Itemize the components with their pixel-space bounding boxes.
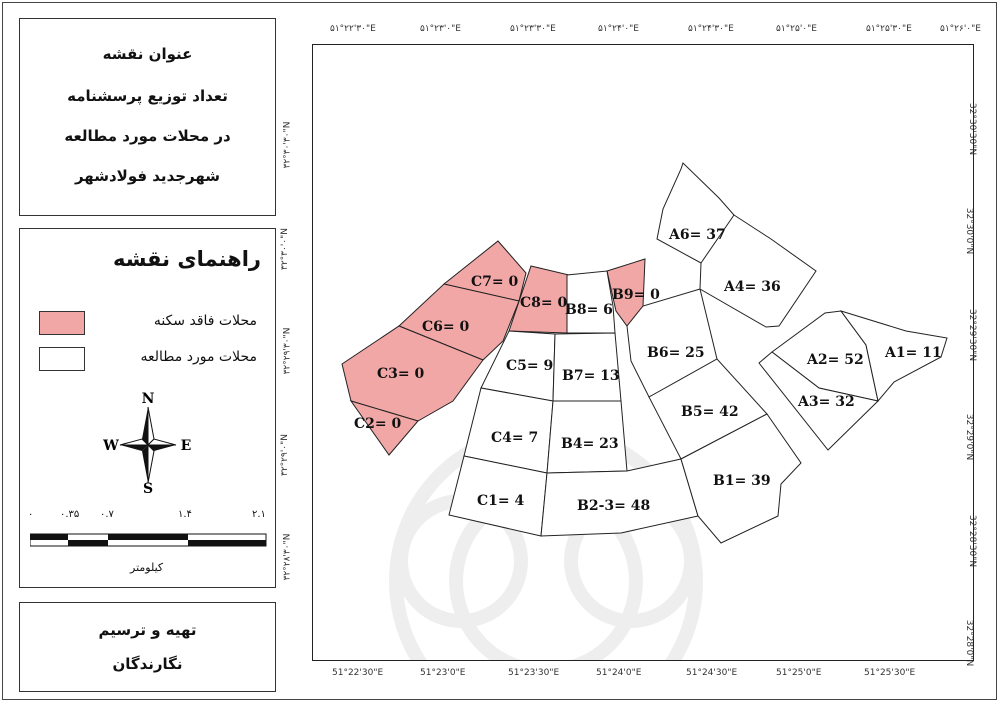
neighborhood-c2 [349, 400, 419, 456]
neighborhood-a1 [839, 310, 948, 403]
map-title-line-2: در محلات مورد مطالعه [64, 127, 231, 145]
south-label: S [143, 481, 153, 494]
neighborhood-b1 [680, 413, 802, 544]
scale-tick-4: ۲.۱ [252, 509, 266, 520]
label-a6: A6= 37 [668, 227, 726, 243]
coord-top-7: ۵۱°۲۶'۰"E [940, 24, 981, 34]
neighborhood-map: C7= 0 C6= 0 C3= 0 C2= 0 C8= 0 B9= 0 B8= … [341, 162, 948, 660]
coord-left-4: ۳۲°۲۸'۳۰"N [282, 533, 293, 581]
legend-title: راهنمای نقشه [112, 247, 261, 271]
coord-bottom-2: 51°23'30"E [508, 668, 560, 678]
scale-unit-label: کیلومتر [130, 561, 164, 574]
credit-line-1: تهیه و ترسیم [98, 621, 197, 639]
coord-left-0: ۳۲°۳۰'۳۰"N [282, 121, 293, 169]
label-c5: C5= 9 [506, 358, 553, 374]
coord-top-2: ۵۱°۲۳'۳۰"E [510, 24, 556, 34]
label-a4: A4= 36 [723, 279, 781, 295]
label-b6: B6= 25 [647, 345, 705, 361]
scale-tick-2: ۰.۷ [100, 509, 114, 520]
label-c1: C1= 4 [477, 493, 524, 509]
north-label: N [142, 391, 155, 407]
label-c2: C2= 0 [354, 416, 401, 432]
label-b9: B9= 0 [612, 287, 660, 303]
coord-bottom-1: 51°23'0"E [420, 668, 466, 678]
label-c6: C6= 0 [422, 319, 469, 335]
coord-bottom-5: 51°25'0"E [776, 668, 822, 678]
coord-top-5: ۵۱°۲۵'۰"E [776, 24, 817, 34]
label-a2: A2= 52 [806, 352, 864, 368]
coord-left-3: ۳۲°۲۹'۰"N [280, 433, 291, 477]
map-title-box: عنوان نقشه تعداد توزیع پرسشنامه در محلات… [19, 18, 276, 216]
coord-left-1: ۳۲°۳۰'۰"N [280, 227, 291, 271]
legend-swatch-studied [39, 347, 85, 371]
coord-bottom-6: 51°25'30"E [864, 668, 916, 678]
map-title-line-3: شهرجدید فولادشهر [74, 167, 221, 185]
label-a1: A1= 11 [884, 345, 942, 361]
coord-top-6: ۵۱°۲۵'۳۰"E [866, 24, 912, 34]
neighborhood-a3 [758, 351, 880, 451]
coord-top-0: ۵۱°۲۲'۳۰"E [330, 24, 376, 34]
label-b4: B4= 23 [561, 436, 619, 452]
coord-top-1: ۵۱°۲۳'۰"E [420, 24, 461, 34]
legend-label-studied: محلات مورد مطالعه [140, 349, 257, 365]
scale-bar [30, 533, 267, 547]
legend-swatch-uninhabited [39, 311, 85, 335]
scale-tick-0: ۰ [28, 509, 34, 520]
label-b1: B1= 39 [713, 473, 771, 489]
label-a3: A3= 32 [797, 394, 855, 410]
coord-top-4: ۵۱°۲۴'۳۰"E [688, 24, 734, 34]
neighborhood-b7 [552, 332, 622, 402]
map-title-line-1: تعداد توزیع پرسشنامه [67, 87, 228, 105]
east-label: E [181, 438, 192, 454]
label-c8: C8= 0 [520, 295, 567, 311]
coord-left-2: ۳۲°۲۹'۳۰"N [282, 327, 293, 375]
credit-box: تهیه و ترسیم نگارندگان [19, 602, 276, 692]
label-b8: B8= 6 [565, 302, 613, 318]
scale-tick-3: ۱.۴ [178, 509, 192, 520]
scale-tick-1: ۰.۳۵ [60, 509, 80, 520]
neighborhood-a4 [699, 214, 817, 328]
legend-label-uninhabited: محلات فاقد سکنه [153, 313, 257, 329]
map-title-heading: عنوان نقشه [102, 45, 193, 63]
legend-box: راهنمای نقشه محلات فاقد سکنه محلات مورد … [19, 228, 276, 588]
coord-top-3: ۵۱°۲۴'۰"E [598, 24, 639, 34]
neighborhood-b8 [566, 270, 616, 334]
label-c7-b7: B7= 13 [562, 368, 620, 384]
west-label: W [102, 438, 119, 454]
label-b2-3: B2-3= 48 [577, 498, 650, 514]
label-b5: B5= 42 [681, 404, 739, 420]
coord-bottom-3: 51°24'0"E [596, 668, 642, 678]
credit-line-2: نگارندگان [112, 655, 183, 673]
north-arrow-icon: N S W E [102, 391, 192, 494]
label-c3: C3= 0 [377, 366, 424, 382]
label-c4: C4= 7 [491, 430, 538, 446]
label-c7: C7= 0 [471, 274, 518, 290]
map-canvas: C7= 0 C6= 0 C3= 0 C2= 0 C8= 0 B9= 0 B8= … [312, 44, 974, 661]
coord-bottom-4: 51°24'30"E [686, 668, 738, 678]
coord-bottom-0: 51°22'30"E [332, 668, 384, 678]
